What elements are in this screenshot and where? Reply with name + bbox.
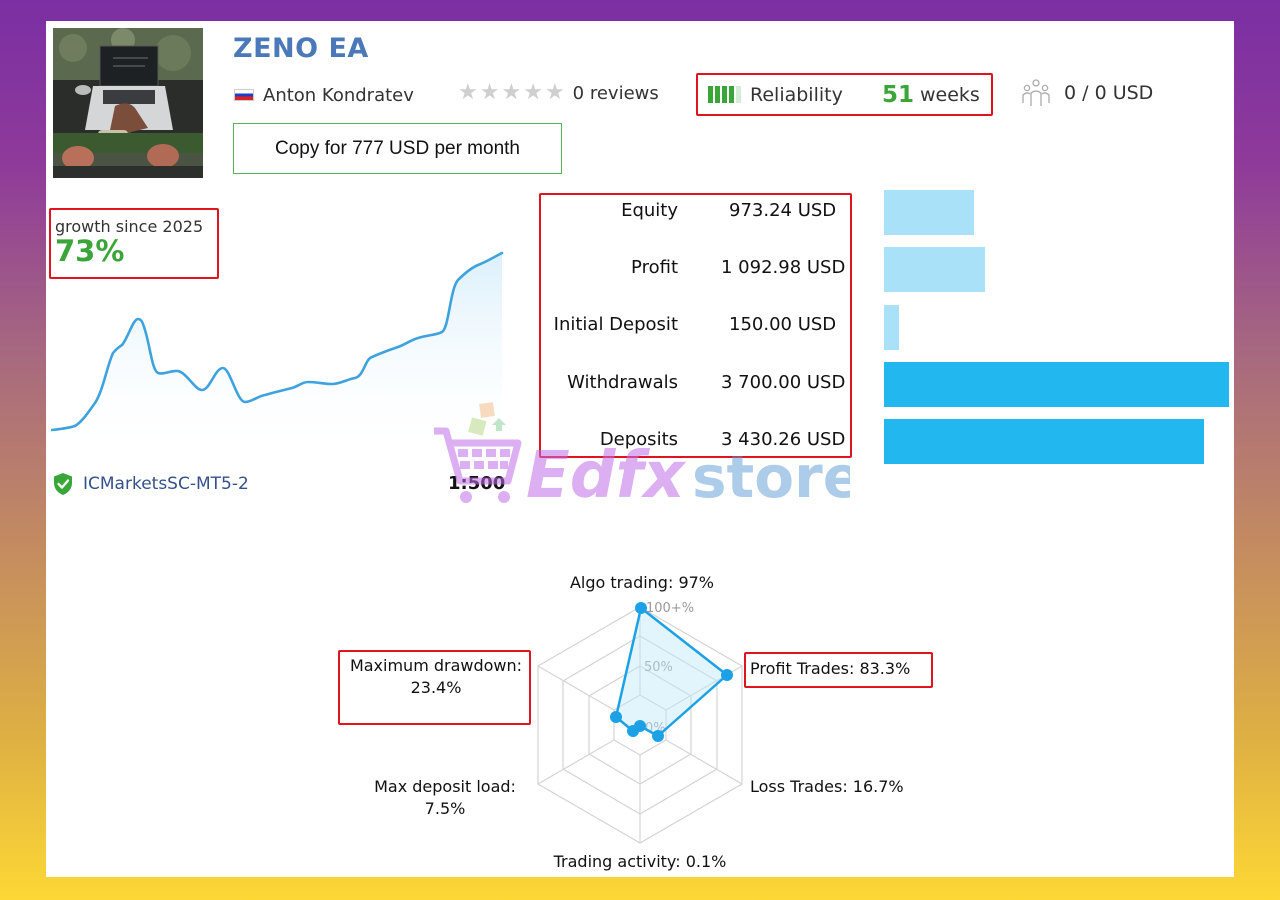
growth-summary: growth since 2025 73% [49,208,219,279]
bar-profit [884,247,985,292]
label-max-deposit-load-value: 7.5% [424,799,466,818]
author[interactable]: Anton Kondratev [234,83,414,107]
label-max-drawdown-value: 23.4% [410,678,462,697]
label-profit-trades: Profit Trades: 83.3% [750,659,911,678]
point-max-drawdown[interactable] [610,711,622,723]
stat-row-initial-deposit: Initial Deposit 150.00 USD [541,314,850,338]
reliability-badge: Reliability 51 weeks [696,73,993,116]
account-stats: Equity 973.24 USD Profit 1 092.98 USD In… [539,193,852,458]
bar-equity [884,190,974,235]
subscribers: 0 / 0 USD [1020,79,1153,107]
point-algo-trading[interactable] [635,602,647,614]
avatar-photo-icon [53,28,203,178]
copy-subscribe-button[interactable]: Copy for 777 USD per month [233,123,562,174]
bar-withdrawals [884,362,1229,407]
broker-server[interactable]: ICMarketsSC-MT5-2 [52,472,249,496]
highlight-profit-trades [744,652,933,688]
star-icon: ★ [458,80,478,105]
reliability-bars-icon [708,86,741,103]
bar-deposits [884,419,1204,464]
stat-label: Initial Deposit [553,314,678,335]
growth-line [51,251,504,432]
stat-label: Withdrawals [567,372,678,393]
leverage: 1:500 [448,473,506,494]
subscribers-value: 0 / 0 USD [1064,82,1154,104]
scale-50: 50% [644,660,673,675]
broker-name[interactable]: ICMarketsSC-MT5-2 [83,474,249,494]
label-max-drawdown-title: Maximum drawdown: [349,656,523,675]
growth-value: 73% [55,234,125,268]
label-max-deposit-load-title: Max deposit load: [374,777,516,796]
stat-value: 973.24 USD [729,200,837,221]
avatar[interactable] [53,28,203,178]
reviews-count[interactable]: 0 reviews [572,82,659,104]
russia-flag-icon [234,89,254,101]
reliability-weeks: 51 [882,81,915,108]
label-max-drawdown: Maximum drawdown: 23.4% [342,656,530,697]
stat-label: Deposits [599,429,678,450]
scale-100: 100+% [646,601,694,616]
star-icon: ★ [501,80,522,105]
people-icon [1022,79,1050,106]
star-icon: ★ [544,80,565,105]
growth-chart[interactable] [51,246,511,461]
reliability-unit: weeks [920,83,980,106]
stat-row-deposits: Deposits 3 430.26 USD [541,429,850,453]
radar-series-area [614,606,729,738]
reliability-label: Reliability [750,83,843,106]
rating[interactable]: ★ ★ ★ ★ ★ 0 reviews [458,81,659,105]
star-icon: ★ [479,80,500,105]
stat-value: 3 700.00 USD [721,372,846,393]
author-name[interactable]: Anton Kondratev [263,84,414,106]
radar-grid: 100+% 50% 0% [537,601,743,844]
label-algo-trading: Algo trading: 97% [569,573,714,592]
signal-title[interactable]: ZENO EA [233,33,369,64]
verified-shield-icon [54,473,72,495]
stat-label: Equity [621,200,678,221]
signal-card: ZENO EA Anton Kondratev ★ ★ ★ ★ ★ 0 revi… [46,21,1234,877]
stat-value: 150.00 USD [729,314,837,335]
label-max-deposit-load: Max deposit load: 7.5% [360,777,530,818]
point-loss-trades[interactable] [652,730,664,742]
stat-label: Profit [631,257,678,278]
stat-row-equity: Equity 973.24 USD [541,200,850,224]
label-loss-trades: Loss Trades: 16.7% [750,777,904,796]
label-trading-activity: Trading activity: 0.1% [553,852,727,871]
point-profit-trades[interactable] [721,669,733,681]
growth-label: growth since 2025 [55,217,204,236]
stat-value: 1 092.98 USD [721,257,846,278]
stat-row-withdrawals: Withdrawals 3 700.00 USD [541,372,850,396]
risk-radar-chart: 100+% 50% 0% Algo trading: 97% Profit Tr… [332,566,952,877]
point-max-deposit-load[interactable] [627,725,639,737]
stat-row-profit: Profit 1 092.98 USD [541,257,850,281]
growth-area [52,253,502,461]
bar-initial-deposit [884,305,899,350]
stat-value: 3 430.26 USD [721,429,846,450]
highlight-max-drawdown [338,650,531,725]
star-icon: ★ [523,80,543,105]
